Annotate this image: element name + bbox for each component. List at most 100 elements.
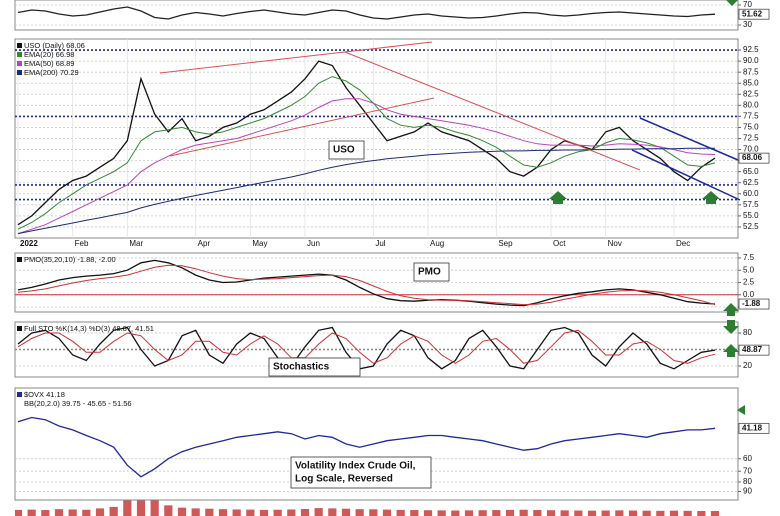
legend-swatch	[17, 52, 22, 57]
plot	[17, 6, 716, 20]
volume-bar	[273, 509, 282, 516]
volume-bar	[505, 509, 515, 516]
up-arrow	[723, 303, 739, 316]
annotation-box	[413, 262, 450, 282]
value-tag: -1.88	[742, 299, 761, 308]
panel: 52.555.057.560.062.565.067.570.072.575.0…	[14, 38, 770, 248]
annotation: Stochastics	[273, 362, 330, 373]
series-line	[17, 329, 716, 364]
series-line	[17, 416, 716, 478]
panel: 70 30 51.62	[14, 0, 770, 31]
plot	[17, 416, 716, 478]
volume-bar	[615, 510, 624, 516]
volume-bar	[109, 506, 118, 516]
series-line	[17, 60, 716, 226]
series-line	[17, 76, 716, 230]
channel-line	[631, 149, 741, 201]
channel-line	[639, 117, 739, 161]
y-tick-label: 60	[743, 454, 752, 463]
value-tag-box	[738, 8, 770, 20]
volume-bar	[123, 494, 132, 516]
value-tag: 68.06	[742, 153, 763, 162]
volume-bar	[396, 509, 405, 516]
legend-swatch	[17, 43, 22, 48]
x-tick-label: Oct	[553, 239, 566, 248]
plot	[17, 326, 716, 370]
x-tick-label: Mar	[129, 239, 143, 248]
volume-bar	[205, 508, 214, 516]
series-line	[17, 326, 716, 370]
legend-label: Full STO %K(14,3) %D(3) 48.87, 41.51	[24, 324, 154, 333]
volume-bar	[328, 508, 337, 516]
volume-bar	[41, 510, 50, 516]
y-tick-label: 92.5	[743, 45, 759, 54]
value-tag: 48.87	[742, 345, 763, 354]
annotation: Volatility Index Crude Oil,	[295, 461, 416, 472]
volume-bar	[287, 509, 296, 516]
x-tick-label: Sep	[498, 239, 513, 248]
legend-swatch	[17, 70, 22, 75]
y-tick-label: 70.0	[743, 145, 759, 154]
volume-bar	[95, 508, 105, 516]
plot	[15, 485, 720, 516]
volume-bar	[410, 510, 419, 516]
volume-bar	[218, 509, 228, 516]
y-tick-label: 77.5	[743, 111, 759, 120]
y-tick-label: 80	[743, 477, 752, 486]
volume-bar	[314, 508, 323, 516]
volume-bar	[15, 509, 23, 516]
legend-label: PMO(35,20,10) -1.88, -2.00	[24, 255, 116, 264]
volume-bar	[27, 509, 36, 516]
volume-bar	[683, 510, 692, 516]
legend-swatch	[17, 392, 22, 397]
volume-bar	[423, 510, 433, 516]
y-tick-label: 90.0	[743, 56, 759, 65]
annotation-box	[290, 456, 432, 489]
series-line	[17, 147, 716, 235]
y-tick-label: 65.0	[743, 167, 759, 176]
volume-bar	[82, 509, 91, 516]
plot	[17, 259, 716, 307]
legend-swatch	[17, 61, 22, 66]
volume-bar	[478, 510, 487, 516]
down-arrow	[723, 320, 739, 334]
volume-bar	[492, 510, 501, 516]
x-tick-label: 2022	[20, 239, 38, 248]
volume-bar	[355, 509, 364, 516]
volume-bar	[533, 510, 542, 516]
y-tick-label: 70	[743, 0, 752, 9]
trend-line	[169, 97, 435, 157]
y-tick-label: 2.5	[743, 278, 755, 287]
x-tick-label: Jun	[307, 239, 320, 248]
volume-bar	[150, 497, 159, 516]
series-line	[17, 259, 716, 307]
volume-bar	[54, 509, 64, 516]
y-tick-label: 20	[743, 361, 752, 370]
y-tick-label: 85.0	[743, 78, 759, 87]
x-tick-label: Feb	[75, 239, 89, 248]
volume-bar	[656, 510, 665, 516]
y-tick-label: 30	[743, 20, 752, 29]
annotation: Log Scale, Reversed	[295, 474, 393, 485]
series-line	[17, 98, 716, 235]
volume-bar	[628, 510, 638, 516]
value-tag-box	[738, 344, 770, 356]
volume-bar	[177, 507, 187, 516]
up-arrow	[549, 191, 567, 204]
volume-bar	[560, 510, 569, 516]
volume-bar	[369, 509, 378, 516]
x-tick-label: Apr	[198, 239, 211, 248]
y-tick-label: 82.5	[743, 89, 759, 98]
x-tick-label: May	[252, 239, 267, 248]
volume-bar	[232, 509, 241, 516]
value-tag-box	[738, 298, 770, 310]
volume-bar	[519, 509, 528, 516]
series-line	[17, 6, 716, 20]
value-tag-box	[738, 422, 770, 434]
y-tick-label: 90	[743, 487, 752, 496]
volume-bar	[437, 510, 446, 516]
volume-bar	[710, 511, 720, 516]
volume-bar	[574, 510, 583, 516]
